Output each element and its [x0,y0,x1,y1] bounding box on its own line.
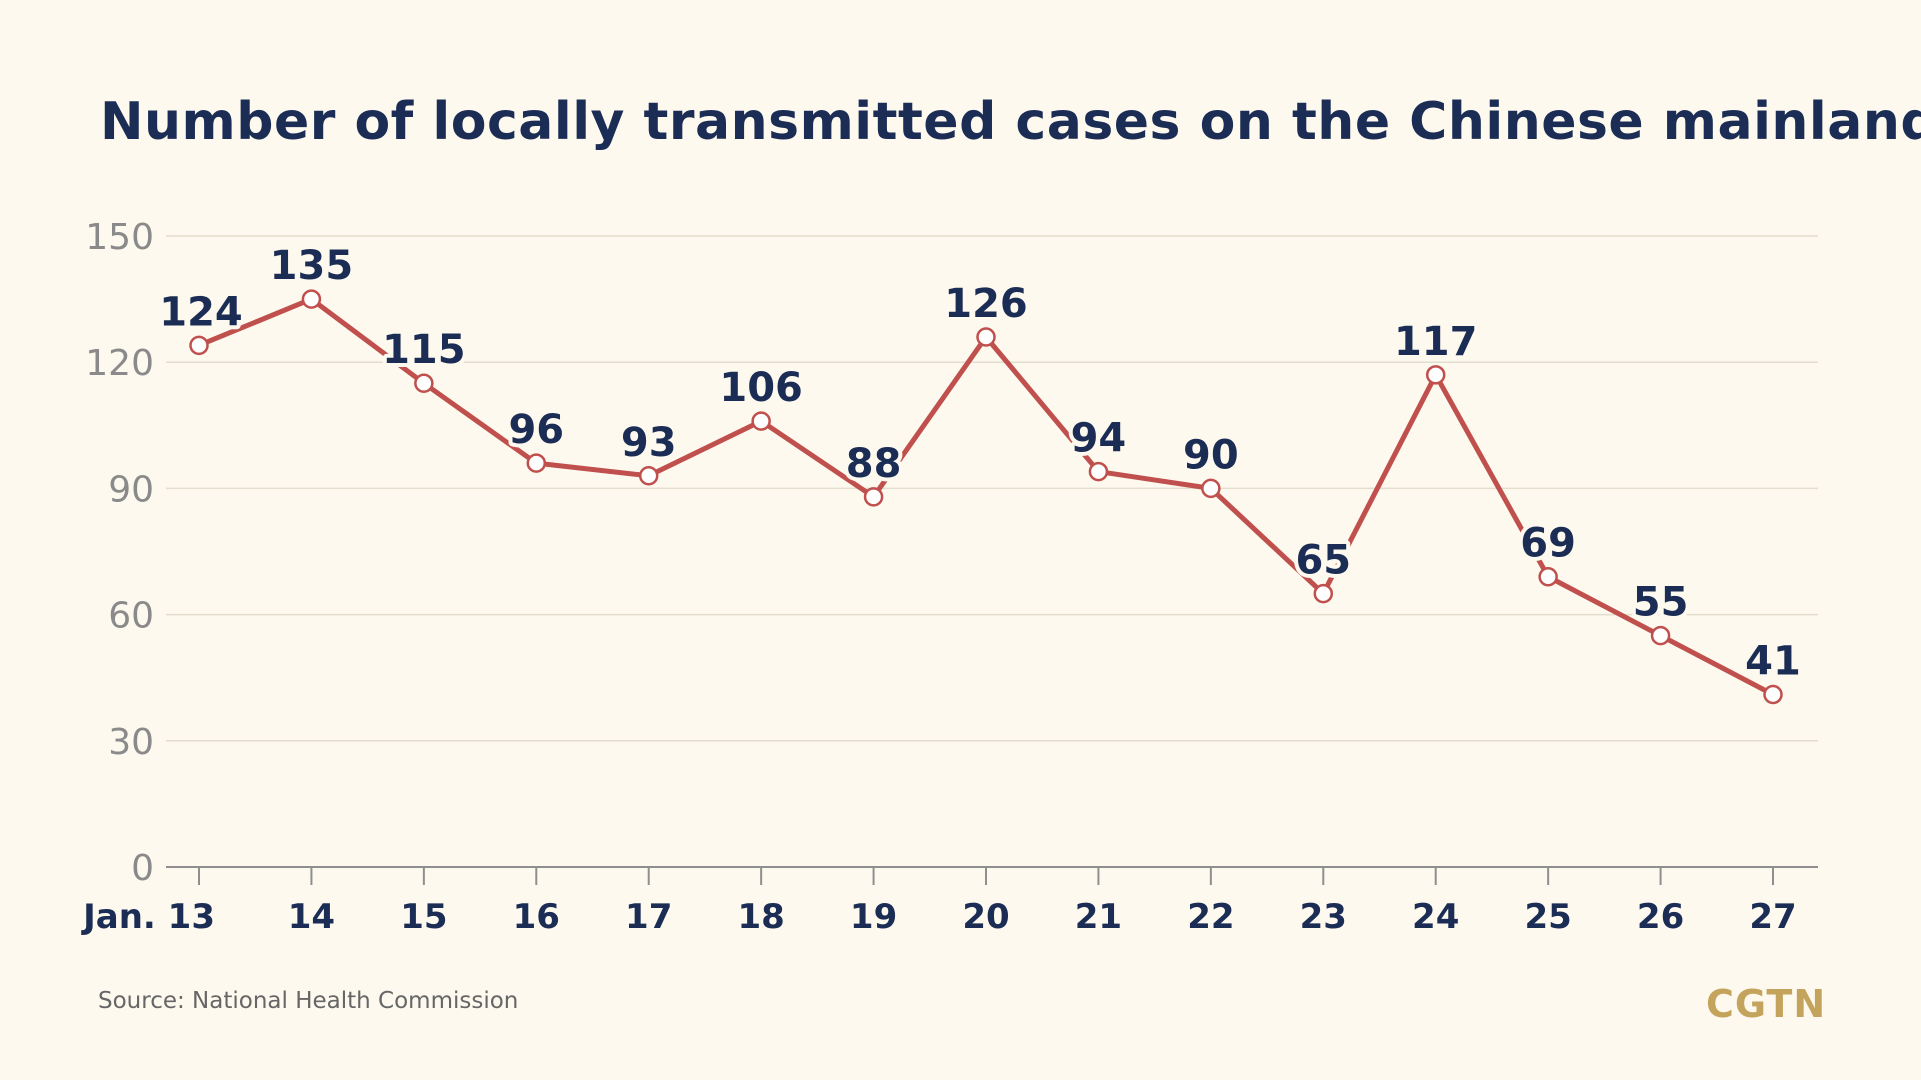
chart-title: Number of locally transmitted cases on t… [100,92,1921,152]
grid-lines [166,235,1818,742]
x-tick-label-4: 17 [625,897,672,937]
data-label-7: 126 [944,281,1028,327]
x-axis [166,866,1818,885]
y-tick-label-150: 150 [85,217,154,258]
data-point-1 [301,289,322,309]
data-point-5 [751,411,771,431]
data-label-11: 117 [1394,319,1478,365]
data-labels: 124 135 115 96 93 106 88 126 94 90 65 117 69 55 41 [155,239,1805,688]
data-label-4: 93 [621,420,677,466]
x-tick-label-3: 16 [513,897,560,937]
data-point-9 [1201,478,1221,499]
x-tick-label-12: 25 [1524,897,1571,937]
data-label-2: 115 [382,327,466,373]
data-label-3: 96 [508,407,564,453]
data-label-6: 88 [846,441,902,487]
data-label-12: 69 [1520,521,1576,567]
x-tick-label-13: 26 [1637,897,1684,937]
data-point-14 [1763,684,1783,705]
x-axis-ticks: Jan. 13 14 15 16 17 18 19 20 21 22 23 24 25 26 27 [81,897,1797,937]
x-tick-label-1: 14 [288,897,335,937]
data-point-8 [1088,461,1109,482]
data-point-7 [976,327,996,347]
data-point-11 [1425,365,1446,385]
y-tick-label-120: 120 [85,343,154,384]
y-tick-label-60: 60 [108,596,154,637]
data-label-0: 124 [159,289,243,335]
x-tick-label-11: 24 [1412,897,1459,937]
data-label-8: 94 [1071,416,1127,462]
y-axis-ticks: 0 30 60 90 120 150 [85,217,154,889]
y-tick-label-90: 90 [108,469,154,510]
x-tick-label-10: 23 [1300,897,1347,937]
x-tick-label-9: 22 [1187,897,1234,937]
data-label-1: 135 [270,243,354,289]
x-tick-label-5: 18 [737,897,784,937]
data-point-3 [526,453,547,473]
x-tick-label-7: 20 [962,897,1009,937]
data-point-6 [863,487,884,507]
data-label-5: 106 [719,365,803,411]
data-point-2 [414,373,434,393]
x-tick-label-0: Jan. 13 [81,897,215,937]
data-label-9: 90 [1183,432,1239,478]
cgtn-logo: CGTN [1706,982,1827,1026]
data-point-4 [638,466,659,486]
data-point-12 [1538,566,1558,587]
data-point-0 [189,335,209,356]
data-label-10: 65 [1295,538,1351,584]
x-tick-label-8: 21 [1075,897,1122,937]
x-tick-label-14: 27 [1749,897,1796,937]
data-point-13 [1650,625,1671,646]
source-note: Source: National Health Commission [98,988,519,1014]
data-label-13: 55 [1633,580,1689,626]
data-point-10 [1313,583,1334,604]
x-tick-label-6: 19 [850,897,897,937]
data-points [189,289,1783,705]
y-tick-label-0: 0 [131,848,154,889]
y-tick-label-30: 30 [108,722,154,763]
x-tick-label-2: 15 [400,897,447,937]
data-label-14: 41 [1745,639,1801,685]
